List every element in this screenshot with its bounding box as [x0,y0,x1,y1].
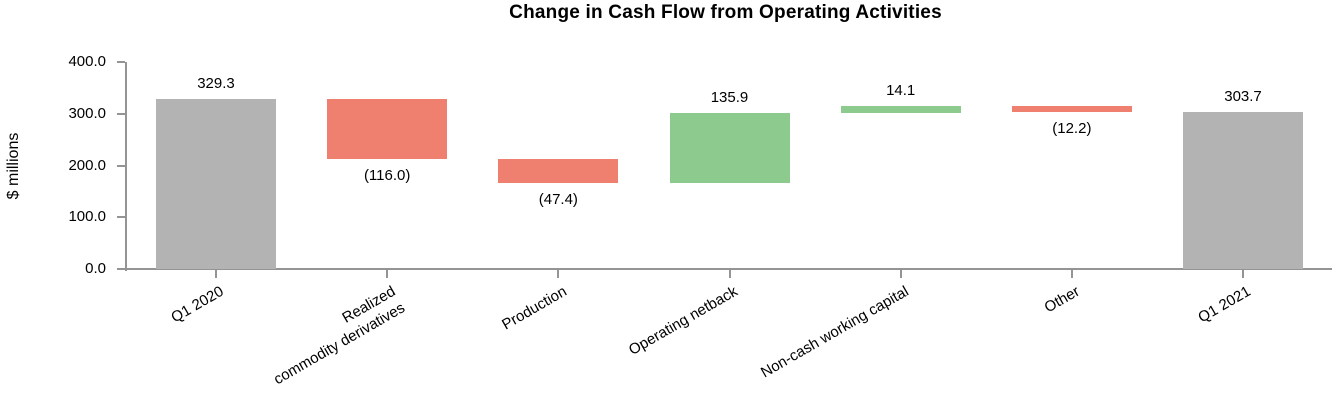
x-category-label: Production [498,282,570,334]
x-tick-mark [557,270,560,278]
bar-value-label: 303.7 [1224,87,1262,105]
waterfall-bar-operating-netback [669,112,790,184]
bar-value-label: 329.3 [197,74,235,92]
y-tick-label: 400.0 [68,53,106,70]
x-tick-mark [728,270,731,278]
x-tick-mark [215,270,217,278]
y-tick-mark [117,268,125,270]
bar-value-label: (116.0) [363,166,411,184]
bar-value-label: (47.4) [538,191,578,209]
bar-value-label: 14.1 [886,81,916,99]
x-category-label: Non-cash working capital [758,282,912,382]
waterfall-bar-q1-2021 [1183,111,1304,269]
waterfall-bar-q1-2020 [156,98,276,269]
y-tick-mark [117,61,125,63]
x-tick-mark [1070,270,1073,278]
waterfall-bar-non-cash-working-capital [840,105,961,113]
bar-value-label: (12.2) [1052,119,1092,137]
waterfall-bar-realized-commodity-derivatives [327,98,448,159]
chart-title: Change in Cash Flow from Operating Activ… [509,2,942,23]
x-axis-line [117,268,1332,270]
x-tick-mark [899,270,902,278]
y-tick-mark [117,164,125,167]
x-category-label: Q1 2020 [168,282,227,327]
bar-value-label: 135.9 [710,88,749,106]
x-tick-mark [386,270,389,278]
x-category-label: Operating netback [625,282,741,359]
x-category-label: Q1 2021 [1195,282,1255,327]
x-tick-mark [1242,270,1245,278]
y-tick-mark [117,112,125,115]
y-axis-line [125,62,127,271]
y-tick-mark [117,216,125,219]
x-category-label: Other [1041,282,1083,317]
y-tick-label: 0.0 [85,260,106,277]
x-category-label: Realized commodity derivatives [270,282,408,389]
waterfall-bar-production [498,158,619,184]
y-tick-label: 300.0 [68,104,106,122]
waterfall-bar-other [1011,105,1132,112]
y-tick-label: 200.0 [68,156,106,174]
y-tick-label: 100.0 [68,208,106,226]
